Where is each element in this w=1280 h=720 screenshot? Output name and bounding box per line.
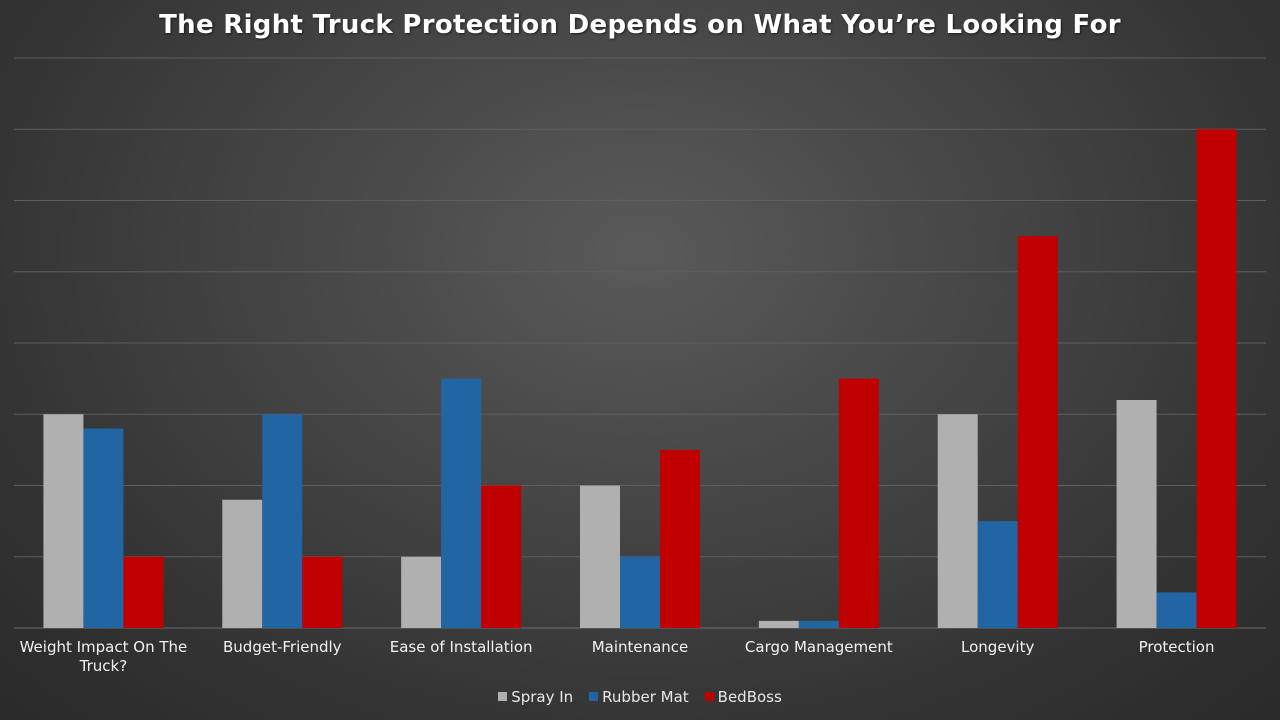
- bar-bedboss-5: [838, 378, 879, 628]
- legend-swatch: [589, 692, 599, 701]
- bar-rubber-mat-1: [83, 428, 124, 628]
- bar-spray-in-6: [937, 414, 978, 628]
- x-tick-label: Cargo Management: [744, 638, 893, 656]
- legend-label: BedBoss: [717, 688, 782, 706]
- legend-item[interactable]: BedBoss: [704, 688, 782, 706]
- x-tick-label: Maintenance: [591, 638, 689, 656]
- gridlines: [14, 57, 1266, 629]
- bar-spray-in-5: [758, 620, 799, 628]
- legend-item[interactable]: Rubber Mat: [589, 688, 689, 706]
- legend-label: Rubber Mat: [602, 688, 689, 706]
- x-tick-label: Ease of Installation: [389, 638, 533, 656]
- legend: Spray In Rubber Mat BedBoss: [0, 688, 1280, 706]
- legend-item[interactable]: Spray In: [498, 688, 573, 706]
- legend-label: Spray In: [511, 688, 574, 706]
- bar-bedboss-1: [123, 556, 164, 628]
- bar-bedboss-7: [1196, 129, 1237, 628]
- legend-swatch: [498, 692, 508, 701]
- chart-title: The Right Truck Protection Depends on Wh…: [159, 10, 1121, 40]
- bar-bedboss-3: [481, 485, 522, 628]
- bar-rubber-mat-6: [977, 521, 1018, 628]
- legend-swatch: [704, 692, 714, 701]
- bar-spray-in-4: [580, 485, 620, 628]
- bar-spray-in-7: [1116, 400, 1157, 628]
- x-tick-label: Protection: [1138, 638, 1215, 656]
- bar-spray-in-1: [43, 414, 84, 628]
- x-tick-label: Budget-Friendly: [223, 638, 342, 656]
- x-tick-label: Weight Impact On The Truck?: [19, 638, 188, 675]
- x-tick-label: Longevity: [961, 638, 1035, 656]
- bar-spray-in-3: [401, 556, 442, 628]
- bar-rubber-mat-7: [1156, 592, 1197, 628]
- bar-rubber-mat-5: [798, 620, 839, 628]
- bar-spray-in-2: [222, 499, 263, 628]
- bar-bedboss-6: [1017, 236, 1058, 628]
- bars: [43, 129, 1237, 628]
- bar-bedboss-4: [660, 449, 700, 628]
- bar-rubber-mat-2: [262, 414, 303, 628]
- bar-rubber-mat-3: [441, 378, 482, 628]
- bar-rubber-mat-4: [620, 556, 660, 628]
- bar-bedboss-2: [302, 556, 343, 628]
